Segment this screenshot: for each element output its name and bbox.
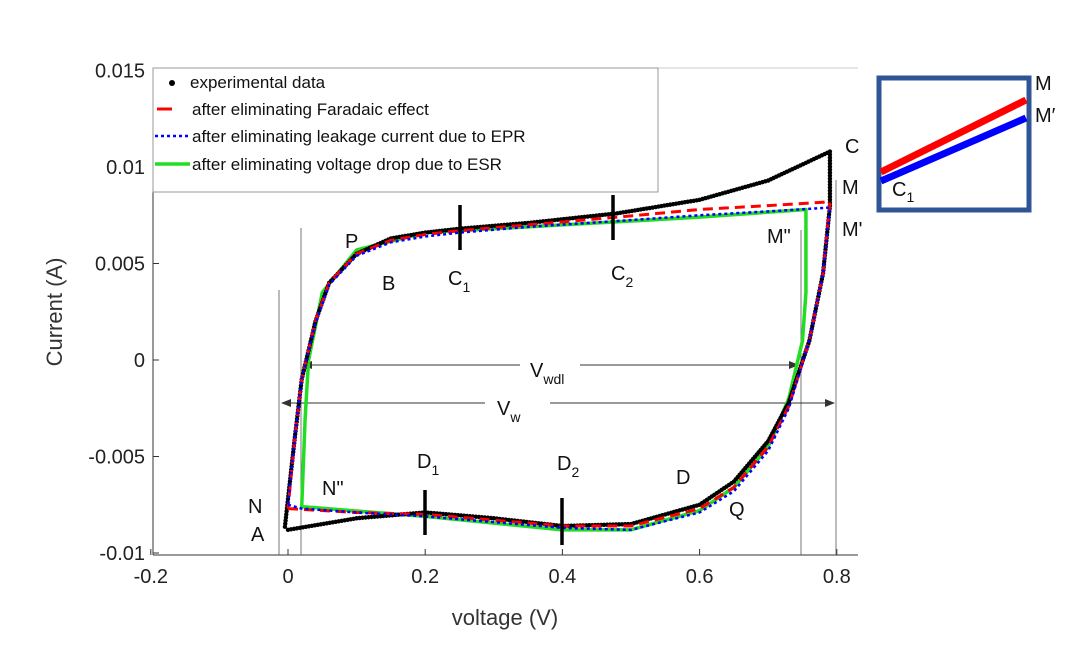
label-vwdl-subscript: wdl (542, 371, 564, 387)
x-tick-label: 0.2 (411, 566, 439, 588)
x-axis-label: voltage (V) (452, 605, 558, 630)
y-axis-label: Current (A) (42, 258, 67, 367)
label-vw: Vw (497, 398, 521, 425)
label-a: A (251, 524, 265, 546)
inset-blue-line (879, 114, 1028, 185)
label-vw-subscript: w (509, 409, 521, 425)
y-tick-label: -0.005 (88, 447, 145, 469)
annotations: CM M' M" P B C1 C2 D1 D2 D Q N N" A Vwdl Vw (248, 136, 862, 546)
label-d1-subscript: 1 (431, 462, 439, 478)
legend-box (152, 67, 659, 193)
y-tick-label: 0 (134, 350, 145, 372)
inset-red-line (879, 96, 1028, 176)
label-m: M (842, 177, 859, 199)
inset-zoom: MM′C1 (876, 73, 1056, 213)
x-tick-label: 0.4 (548, 566, 576, 588)
series-line-1 (286, 200, 832, 528)
y-tick-label: 0.015 (95, 61, 145, 83)
label-q: Q (729, 499, 745, 521)
legend-marker-dot (169, 80, 175, 86)
x-tick-label: 0 (282, 566, 293, 588)
series-group (282, 149, 833, 545)
series-line-2 (286, 206, 832, 532)
label-c2: C2 (611, 263, 633, 290)
y-tick-label: -0.01 (99, 543, 145, 565)
x-tick-label: 0.6 (686, 566, 714, 588)
guide-lines (278, 180, 837, 555)
y-tick-label: 0.01 (106, 157, 145, 179)
label-vwdl: Vwdl (530, 360, 564, 387)
label-b: B (382, 273, 395, 295)
x-tick-label: -0.2 (134, 566, 168, 588)
label-p: P (345, 231, 358, 253)
label-c1: C1 (448, 268, 470, 295)
label-c1-subscript: 1 (462, 279, 470, 295)
label-c: C (845, 136, 859, 158)
label-m-prime: M' (842, 219, 862, 241)
label-n: N (248, 496, 262, 518)
x-tick-label: 0.8 (823, 566, 851, 588)
label-d2: D2 (557, 453, 579, 480)
data-point (282, 524, 288, 529)
inset-label-m: M (1035, 73, 1052, 95)
label-n-dprime: N" (322, 478, 344, 500)
legend-entry: after eliminating voltage drop due to ES… (192, 155, 502, 174)
legend-entry: experimental data (190, 73, 326, 92)
axes: -0.2 0 0.2 0.4 0.6 0.8 0.015 0.01 0.005 0 -0.005 -0… (42, 61, 858, 630)
legend: experimental data after eliminating Farad… (152, 67, 659, 193)
label-c2-subscript: 2 (625, 274, 633, 290)
inset-label-c1-subscript: 1 (906, 189, 914, 205)
y-tick-label: 0.005 (95, 254, 145, 276)
legend-entry: after eliminating leakage current due to… (192, 127, 526, 146)
label-d2-subscript: 2 (571, 464, 579, 480)
inset-frame (876, 75, 1032, 213)
label-d: D (676, 467, 690, 489)
label-d1: D1 (417, 451, 439, 478)
inset-label-m-prime: M′ (1035, 105, 1056, 127)
label-m-dprime: M" (767, 226, 791, 248)
legend-entry: after eliminating Faradaic effect (192, 100, 429, 119)
